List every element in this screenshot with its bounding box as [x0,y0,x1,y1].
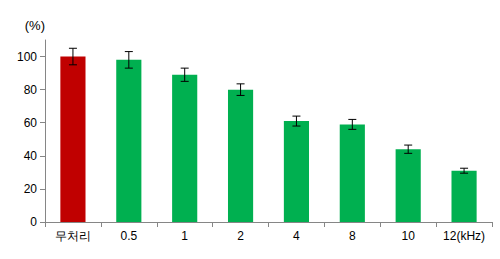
svg-text:60: 60 [24,116,38,130]
svg-text:(%): (%) [25,18,45,33]
svg-text:80: 80 [24,83,38,97]
svg-text:4: 4 [293,229,300,243]
svg-text:40: 40 [24,149,38,163]
svg-text:2: 2 [237,229,244,243]
svg-text:1: 1 [181,229,188,243]
svg-text:0: 0 [30,215,37,229]
svg-text:12(kHz): 12(kHz) [443,229,485,243]
svg-text:100: 100 [17,50,37,64]
svg-text:8: 8 [349,229,356,243]
svg-text:20: 20 [24,182,38,196]
svg-text:10: 10 [402,229,416,243]
svg-text:무처리: 무처리 [55,229,91,243]
svg-text:0.5: 0.5 [120,229,137,243]
